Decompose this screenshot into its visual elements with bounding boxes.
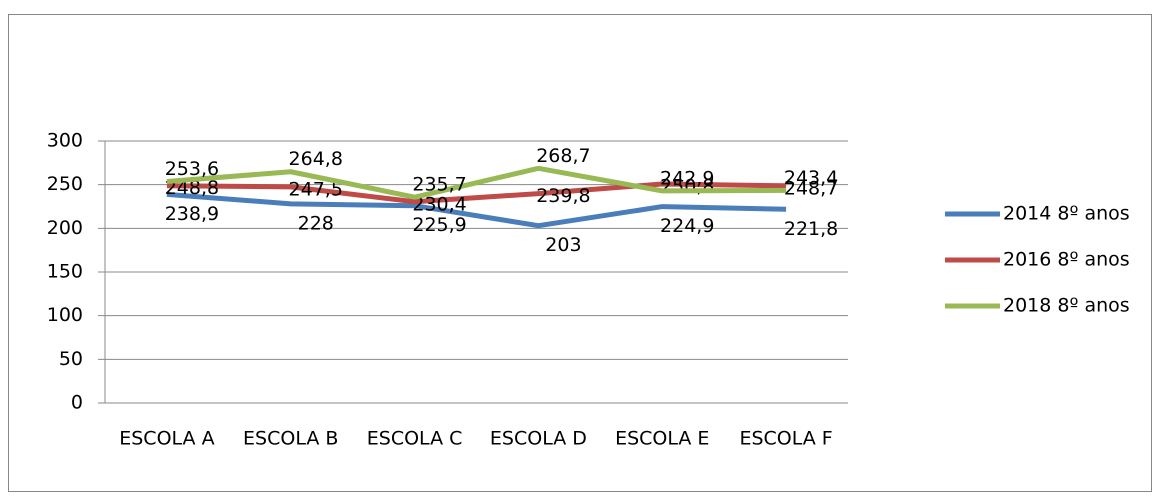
- x-tick-label: ESCOLA C: [367, 428, 463, 450]
- data-label: 239,8: [536, 185, 590, 207]
- y-tick-label: 300: [47, 130, 83, 152]
- data-label: 238,9: [165, 203, 219, 225]
- y-tick-label: 200: [47, 217, 83, 239]
- series-line: [166, 191, 787, 229]
- data-label: 225,9: [412, 214, 466, 236]
- data-label: 247,5: [289, 178, 343, 200]
- legend-label: 2018 8º anos: [1003, 295, 1130, 317]
- data-label: 228: [298, 212, 334, 234]
- data-label: 224,9: [660, 215, 714, 237]
- data-label: 243,4: [784, 167, 838, 189]
- data-label: 248,7: [784, 177, 838, 199]
- x-tick-label: ESCOLA A: [119, 428, 214, 450]
- data-label: 235,7: [412, 174, 466, 196]
- chart-frame: [8, 14, 1152, 492]
- y-tick-label: 50: [59, 348, 83, 370]
- data-label: 203: [545, 234, 581, 256]
- series-line: [166, 181, 787, 205]
- legend-label: 2016 8º anos: [1003, 249, 1130, 271]
- legend-label: 2014 8º anos: [1003, 203, 1130, 225]
- y-tick-label: 250: [47, 173, 83, 195]
- x-tick-label: ESCOLA E: [615, 428, 709, 450]
- data-label: 264,8: [289, 148, 343, 170]
- x-tick-label: ESCOLA D: [490, 428, 587, 450]
- data-label: 268,7: [536, 145, 590, 167]
- data-label: 230,4: [412, 193, 466, 215]
- y-tick-label: 100: [47, 304, 83, 326]
- data-label: 242,9: [660, 167, 714, 189]
- x-tick-label: ESCOLA F: [739, 428, 832, 450]
- data-label: 221,8: [784, 218, 838, 240]
- data-label: 253,6: [165, 158, 219, 180]
- x-tick-label: ESCOLA B: [243, 428, 338, 450]
- y-tick-label: 150: [47, 261, 83, 283]
- series-line: [166, 165, 787, 200]
- y-tick-label: 0: [71, 392, 83, 414]
